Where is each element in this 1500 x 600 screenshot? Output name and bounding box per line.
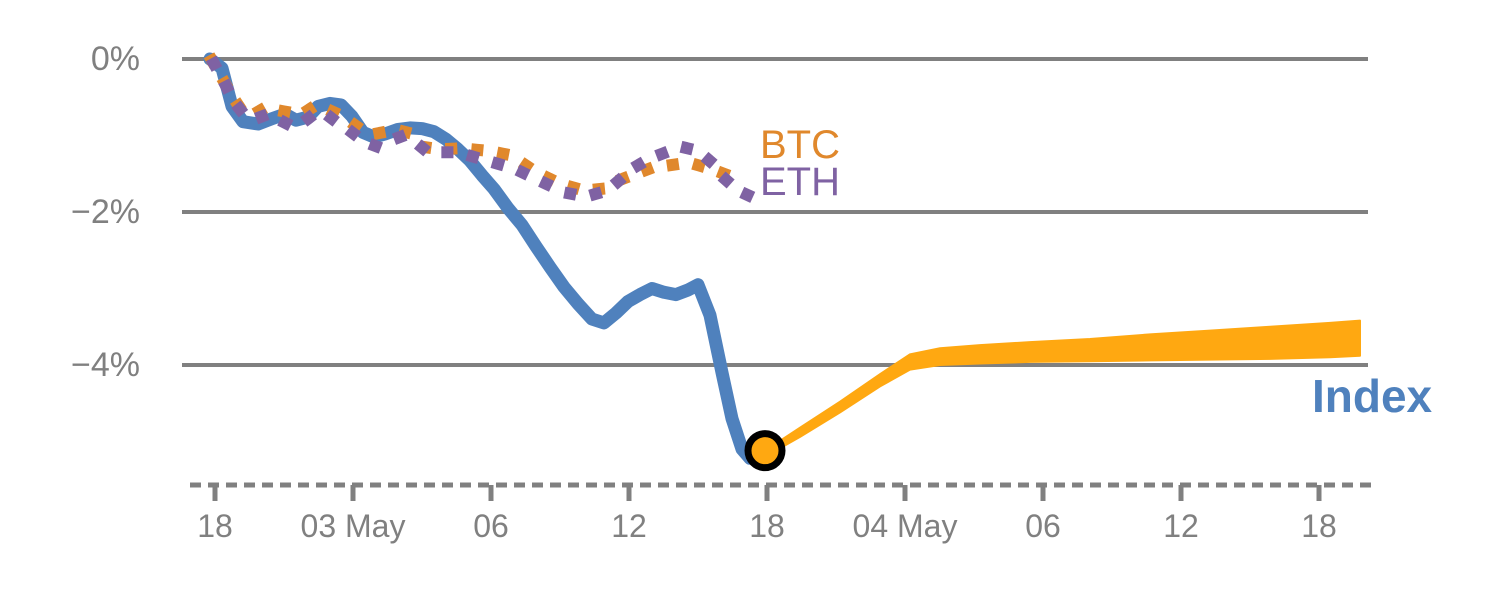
x-axis-tick-label: 04 May [853,508,958,544]
y-axis-labels-group: 0% −2% −4% [71,40,140,384]
y-axis-tick-label: −4% [71,346,140,384]
x-axis-tick-label: 18 [197,508,233,544]
x-axis-group [190,482,1372,501]
index-label: Index [1312,370,1433,422]
markers-group [744,430,786,472]
x-axis-tick-label: 12 [611,508,647,544]
y-axis-tick-label: −2% [71,193,140,231]
x-axis-tick-label: 12 [1163,508,1199,544]
series-line-btc [203,52,752,197]
btc-label: BTC [760,123,840,167]
x-axis-tick-label: 03 May [301,508,406,544]
x-axis-tick-label: 06 [473,508,509,544]
series-group [203,52,1361,465]
x-axis-labels-group: 18 03 May 06 12 18 04 May 06 12 18 [197,508,1337,544]
x-axis-tick-label: 18 [1301,508,1337,544]
transition-point-marker[interactable] [744,430,786,472]
series-line-eth [205,55,756,204]
x-axis-tick-label: 18 [749,508,785,544]
gridlines-group [182,57,1368,367]
x-axis-tick-label: 06 [1025,508,1061,544]
y-axis-tick-label: 0% [91,40,140,78]
eth-label: ETH [760,160,840,204]
series-forecast-band [764,319,1361,458]
series-line-index [203,52,757,465]
